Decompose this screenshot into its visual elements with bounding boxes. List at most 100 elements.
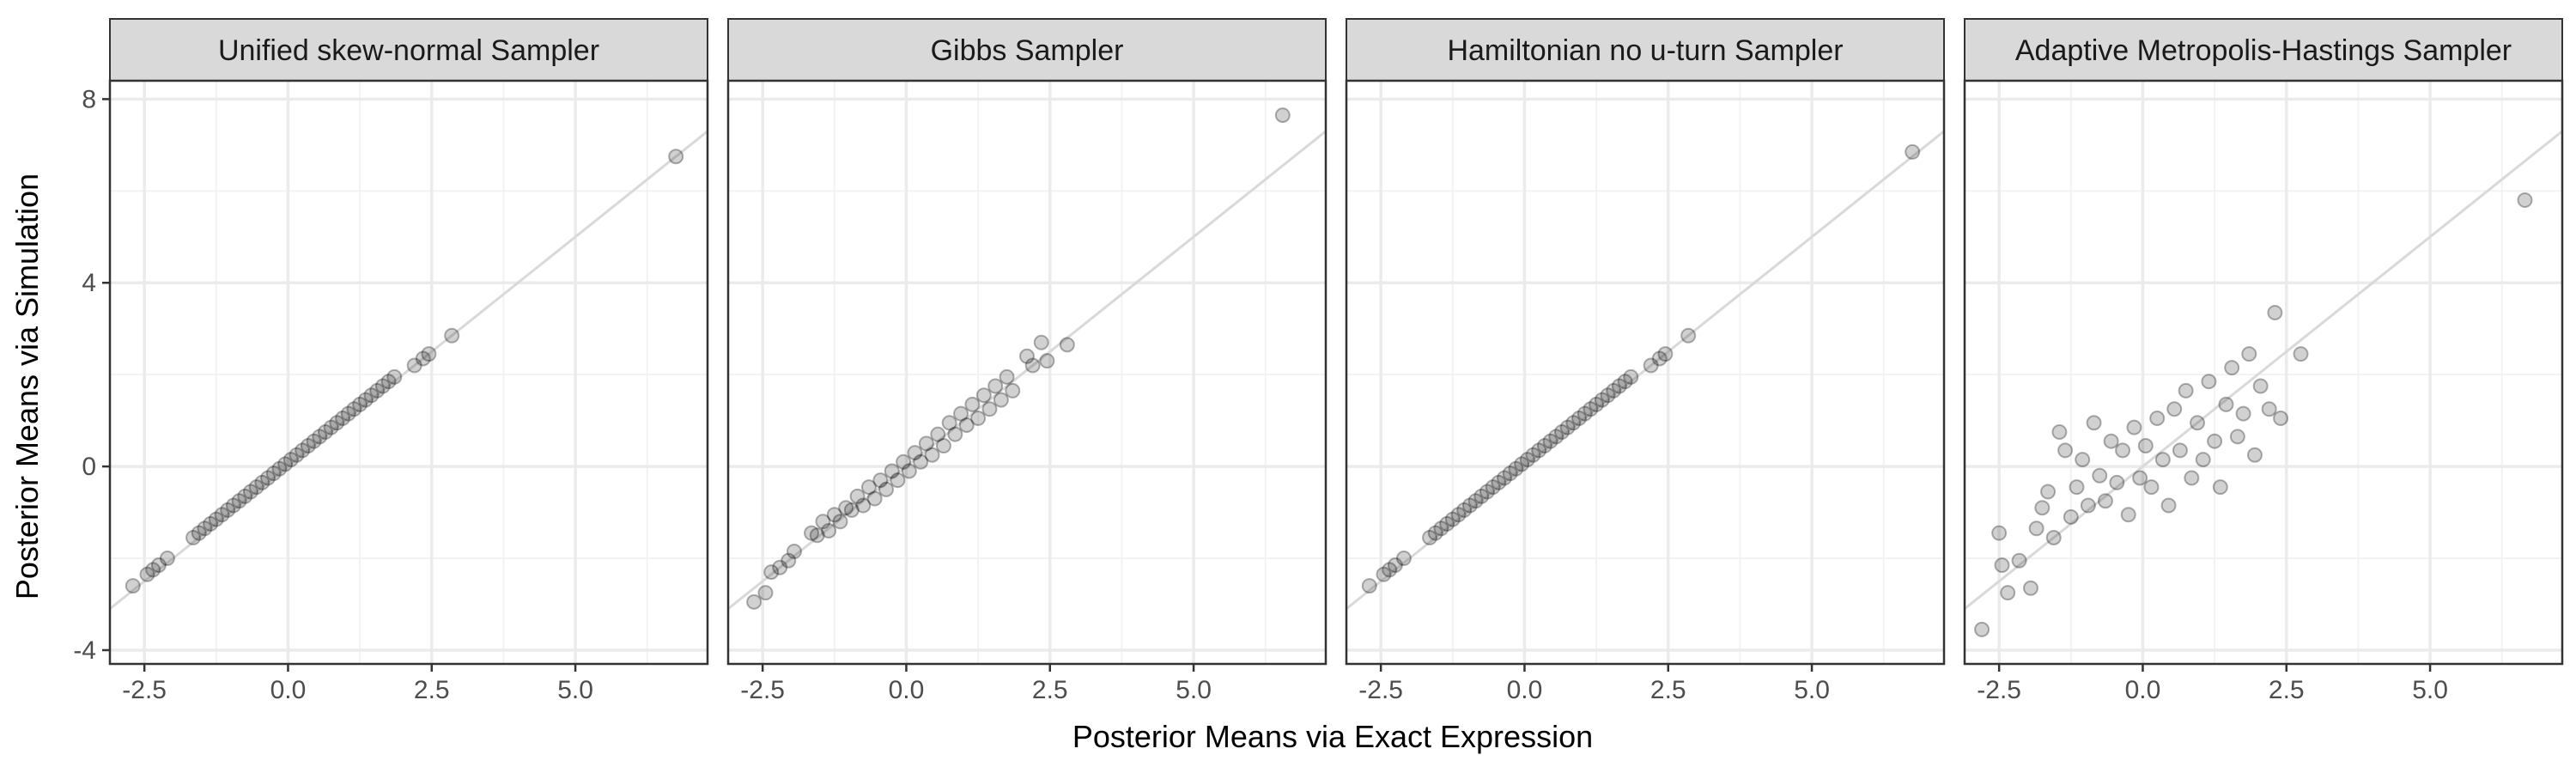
data-point [878,481,895,497]
data-point [1577,405,1593,422]
data-point [1680,327,1697,344]
data-point [2218,396,2234,412]
data-point [2207,433,2223,449]
data-point [248,479,264,496]
data-point [2160,497,2177,514]
data-point [306,433,322,449]
data-point [1571,410,1588,426]
points [125,149,684,594]
data-point [1583,401,1599,417]
data-point [2201,374,2217,390]
data-point [1542,433,1558,449]
facet-panel: Unified skew-normal Sampler -2.5 0.0 2.5 5.0… [73,18,709,704]
points [1974,192,2533,637]
data-point [849,488,866,504]
data-point [444,327,460,344]
data-point [1548,429,1564,445]
facet-panel: Hamiltonian no u-turn Sampler -2.5 0.0 2.5 5… [1345,18,1946,704]
data-point [1974,621,1990,637]
data-point [2115,442,2131,459]
data-point [289,447,305,463]
data-point [312,429,328,445]
x-tick-label: 2.5 [1650,676,1686,704]
data-point [1519,452,1535,468]
data-point [1382,562,1398,578]
data-point [1553,424,1570,441]
x-tick-label: 0.0 [889,676,925,704]
data-point [1617,374,1633,390]
identity-line [110,130,708,611]
data-point [2184,470,2200,486]
data-point [855,497,872,514]
x-tick-label: 5.0 [1794,676,1830,704]
data-point [295,442,311,459]
data-point [786,544,802,560]
x-tick-label: 5.0 [557,676,593,704]
data-point [2212,479,2228,496]
data-point [386,368,403,385]
data-point [277,456,294,472]
data-point [1594,392,1610,408]
data-point [884,463,900,479]
data-point [866,490,883,507]
data-point [1005,382,1021,399]
data-point [208,511,224,527]
data-point [1433,520,1449,537]
data-point [1059,337,1075,353]
data-point [958,417,975,433]
data-point [220,502,236,518]
data-point [1623,368,1639,385]
data-point [2120,507,2136,523]
data-point [2022,580,2038,596]
data-point [2103,433,2119,449]
grid-lines [1965,81,2562,664]
data-point [2069,479,2085,496]
data-point [1427,525,1443,541]
data-point [1508,460,1524,477]
y-tick-label: 0 [82,453,96,481]
data-point [981,401,998,417]
data-point [2143,479,2160,496]
data-point [254,474,270,490]
x-tick-label: 0.0 [270,676,307,704]
panel-border [1963,79,2564,666]
data-point [2063,508,2079,525]
data-point [2166,401,2183,417]
data-point [2097,493,2113,509]
data-point [265,466,282,482]
data-point [1905,143,1921,160]
data-point [317,424,333,441]
data-point [964,396,981,412]
data-point [225,497,241,514]
plot-background [728,81,1326,664]
data-point [1651,350,1668,367]
data-point [1033,334,1049,350]
x-tick-label: 2.5 [414,676,450,704]
data-point [2075,452,2091,468]
x-tick-label: -2.5 [1977,676,2021,704]
data-point [804,525,820,541]
data-point [323,419,339,435]
data-point [340,405,356,422]
data-point [1536,438,1552,454]
data-point [2000,585,2016,601]
data-point [1361,578,1377,594]
data-point [2252,378,2269,394]
data-point [1643,357,1659,374]
data-point [2149,410,2166,426]
data-point [271,460,288,477]
data-point [415,350,431,367]
plot-background [1346,81,1944,664]
data-point [237,488,253,504]
data-point [907,445,923,461]
data-point [2137,438,2154,454]
data-point [872,472,889,489]
data-point [970,410,987,426]
data-point [1039,353,1055,369]
data-point [2246,447,2263,463]
data-point [357,392,374,408]
data-point [1444,511,1461,527]
data-point [125,578,141,594]
data-point [231,493,247,509]
